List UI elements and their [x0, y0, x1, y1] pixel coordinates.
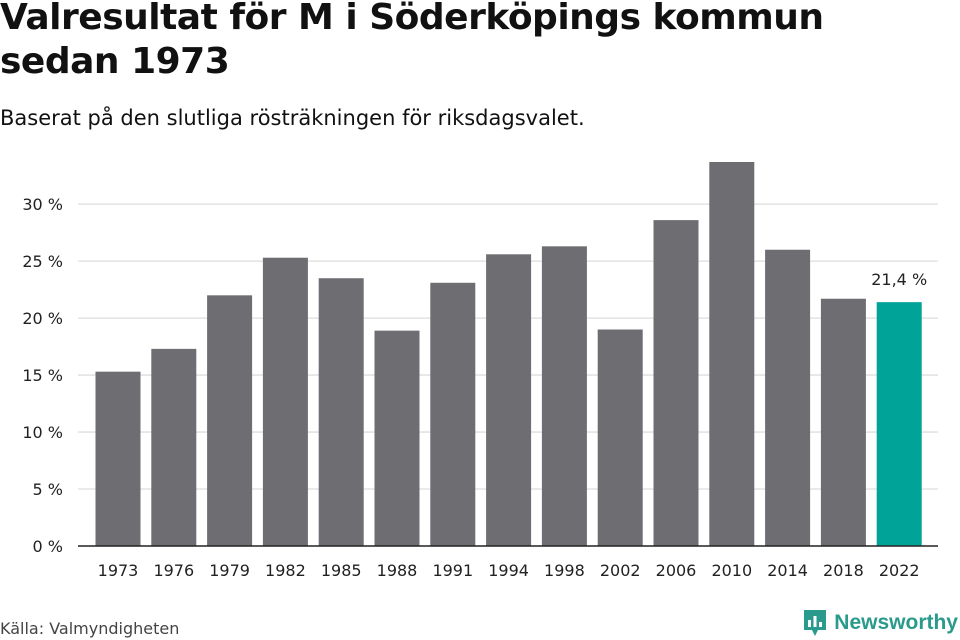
y-tick-label: 25 % — [22, 252, 63, 271]
bar — [597, 329, 643, 546]
x-axis-tick-labels: 1973 1976 1979 1982 1985 1988 1991 1994 1998 2002… — [98, 561, 920, 580]
x-tick-label: 2002 — [600, 561, 641, 580]
x-tick-label: 1979 — [209, 561, 250, 580]
y-axis-tick-labels: 0 % 5 % 10 % 15 % 20 % 25 % 30 % — [22, 195, 63, 556]
bar — [151, 348, 197, 546]
x-tick-label: 2010 — [711, 561, 752, 580]
x-tick-label: 1991 — [432, 561, 473, 580]
y-tick-label: 30 % — [22, 195, 63, 214]
bar — [653, 220, 699, 546]
y-tick-label: 5 % — [33, 480, 63, 499]
y-tick-label: 20 % — [22, 309, 63, 328]
bar — [541, 246, 587, 546]
bar — [374, 330, 420, 546]
bar — [262, 257, 308, 546]
x-tick-label: 1985 — [321, 561, 362, 580]
x-tick-label: 2006 — [656, 561, 697, 580]
x-tick-label: 1998 — [544, 561, 585, 580]
brand-name: Newsworthy — [834, 611, 958, 634]
x-tick-label: 1982 — [265, 561, 306, 580]
bar-chart: 0 %5 %10 %15 %20 %25 %30 % 1973 1976 1979 1… — [22, 162, 938, 580]
y-tick-label: 15 % — [22, 366, 63, 385]
x-tick-label: 1988 — [377, 561, 418, 580]
bar — [207, 295, 253, 546]
annotations: 21,4 % — [871, 270, 927, 289]
bars — [95, 162, 922, 546]
bar — [765, 249, 811, 546]
bar — [486, 254, 532, 546]
x-tick-label: 1976 — [153, 561, 194, 580]
chart-title: Valresultat för M i Söderköpings kommun … — [0, 0, 824, 82]
bar — [820, 298, 866, 546]
brand-logo: Newsworthy — [802, 608, 958, 638]
bar — [430, 282, 476, 546]
chart-subtitle: Baserat på den slutliga rösträkningen fö… — [0, 106, 585, 130]
x-tick-label: 1994 — [488, 561, 529, 580]
data-label: 21,4 % — [871, 270, 927, 289]
x-tick-label: 2022 — [879, 561, 920, 580]
y-tick-label: 10 % — [22, 423, 63, 442]
x-tick-label: 2018 — [823, 561, 864, 580]
x-tick-label: 1973 — [98, 561, 139, 580]
y-tick-label: 0 % — [33, 537, 63, 556]
bar — [876, 302, 922, 546]
bar — [95, 371, 141, 546]
x-tick-label: 2014 — [767, 561, 808, 580]
bar — [709, 162, 755, 546]
bar — [318, 278, 364, 546]
source-note: Källa: Valmyndigheten — [0, 619, 180, 638]
newsworthy-logo-icon — [804, 610, 827, 636]
